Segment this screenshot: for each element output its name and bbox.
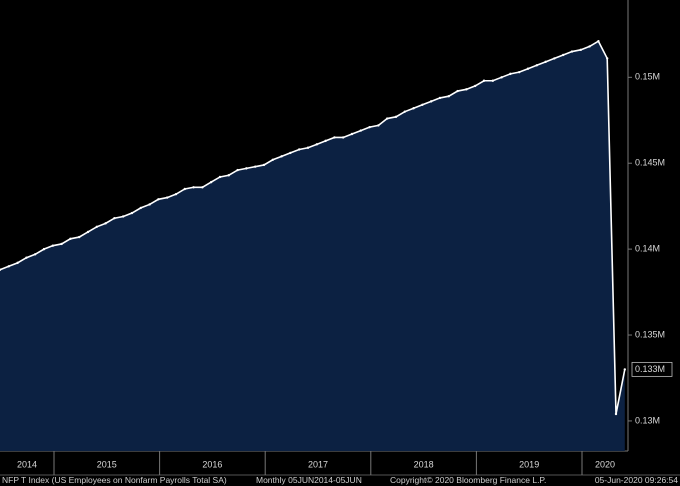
area xyxy=(0,41,625,452)
footer-copyright: Copyright© 2020 Bloomberg Finance L.P. xyxy=(390,475,546,485)
footer-timestamp: 05-Jun-2020 09:26:54 xyxy=(595,475,678,485)
point-marker xyxy=(403,110,406,113)
point-marker xyxy=(130,211,134,215)
point-marker xyxy=(25,256,28,259)
point-marker xyxy=(518,70,521,74)
point-marker xyxy=(201,186,204,189)
point-marker xyxy=(289,151,292,155)
point-marker xyxy=(438,96,442,100)
point-marker xyxy=(157,198,160,201)
point-marker xyxy=(606,57,609,60)
x-tick-label: 2015 xyxy=(97,459,117,469)
point-marker xyxy=(526,67,530,70)
point-marker xyxy=(227,174,230,177)
y-tick-label: 0.135M xyxy=(635,329,665,339)
y-tick-label: 0.15M xyxy=(635,72,660,82)
point-marker xyxy=(333,136,336,139)
line xyxy=(0,40,626,415)
x-tick-label: 2014 xyxy=(17,459,37,469)
point-marker xyxy=(254,165,257,168)
x-tick-label: 2020 xyxy=(595,459,615,469)
point-marker xyxy=(95,225,99,228)
point-marker xyxy=(148,203,151,206)
point-marker xyxy=(7,265,10,268)
point-marker xyxy=(166,196,169,199)
last-value-box xyxy=(631,361,673,377)
point-marker xyxy=(210,180,213,184)
footer-description: NFP T Index (US Employees on Nonfarm Pay… xyxy=(2,475,227,485)
point-marker xyxy=(174,192,178,196)
y-tick-label: 0.14M xyxy=(635,243,660,253)
point-marker xyxy=(570,50,574,53)
point-marker xyxy=(588,45,591,48)
point-marker xyxy=(359,129,362,132)
point-marker xyxy=(122,215,125,218)
point-marker xyxy=(324,139,327,143)
footer-frequency: Monthly 05JUN2014-05JUN xyxy=(256,475,362,485)
point-marker xyxy=(86,230,90,234)
x-tick-label: 2018 xyxy=(414,459,434,469)
point-marker xyxy=(421,103,424,107)
point-marker xyxy=(113,216,116,220)
point-marker xyxy=(298,148,301,151)
point-marker xyxy=(139,206,142,210)
x-tick-label: 2016 xyxy=(202,459,222,469)
point-marker xyxy=(245,167,248,170)
point-marker xyxy=(192,186,195,189)
point-marker xyxy=(553,57,556,60)
point-marker xyxy=(306,146,310,149)
point-marker xyxy=(430,100,433,103)
point-marker xyxy=(386,117,389,120)
point-marker xyxy=(482,79,486,82)
point-marker xyxy=(465,88,468,91)
point-marker xyxy=(368,125,371,129)
point-marker xyxy=(350,132,354,136)
point-marker xyxy=(456,89,459,93)
point-marker xyxy=(315,143,318,146)
x-tick-label: 2017 xyxy=(308,459,328,469)
x-tick-label: 2019 xyxy=(519,459,539,469)
point-marker xyxy=(597,40,600,43)
point-marker xyxy=(377,124,380,127)
point-marker xyxy=(474,84,477,88)
point-marker xyxy=(500,76,503,79)
point-marker xyxy=(34,253,37,256)
point-marker xyxy=(236,168,239,172)
point-marker xyxy=(491,79,494,82)
point-marker xyxy=(69,237,72,241)
point-marker xyxy=(412,107,415,110)
point-marker xyxy=(78,235,81,239)
point-marker xyxy=(262,163,266,167)
point-marker xyxy=(614,412,618,416)
point-marker xyxy=(623,368,626,371)
point-marker xyxy=(271,158,274,161)
point-marker xyxy=(562,53,565,57)
y-tick-label: 0.145M xyxy=(635,158,665,168)
y-tick-label: 0.13M xyxy=(635,415,660,425)
point-marker xyxy=(535,64,538,67)
point-marker xyxy=(218,175,222,179)
point-marker xyxy=(51,244,54,247)
point-marker xyxy=(183,187,186,191)
last-value-label: 0.133M xyxy=(635,364,665,374)
point-marker xyxy=(447,95,450,98)
point-marker xyxy=(579,48,582,52)
point-marker xyxy=(509,72,512,76)
point-marker xyxy=(104,222,107,225)
point-marker xyxy=(60,242,63,246)
point-marker xyxy=(544,60,547,64)
point-marker xyxy=(280,155,283,158)
point-marker xyxy=(42,247,46,251)
point-marker xyxy=(342,136,345,139)
point-marker xyxy=(394,115,398,119)
point-marker xyxy=(0,268,2,271)
point-marker xyxy=(16,261,19,265)
